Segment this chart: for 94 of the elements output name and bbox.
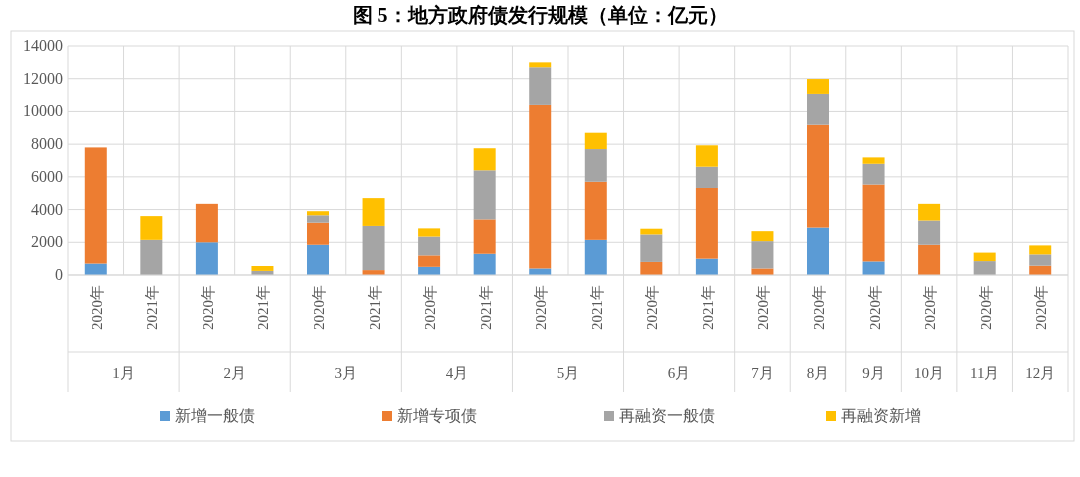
bar xyxy=(640,234,663,262)
bar xyxy=(473,253,496,275)
bar xyxy=(1029,245,1052,255)
bar xyxy=(584,132,607,150)
x-tick-label: 2020年 xyxy=(311,285,327,330)
text: 3月 xyxy=(334,365,358,381)
bar xyxy=(473,170,496,220)
bar xyxy=(918,203,941,221)
bar xyxy=(807,93,829,125)
bar xyxy=(529,62,552,68)
x-tick-label: 2021年 xyxy=(144,285,161,330)
bar xyxy=(584,181,607,240)
y-tick-label: 0 xyxy=(55,266,63,283)
bar xyxy=(307,222,329,245)
bar xyxy=(140,239,163,275)
chart-title: 图 5：地方政府债发行规模（单位：亿元） xyxy=(352,4,728,26)
x-tick-label: 2020年 xyxy=(811,285,827,330)
y-tick-label: 8000 xyxy=(31,135,63,153)
bar xyxy=(195,242,218,275)
bar xyxy=(973,252,996,262)
y-tick-label: 4000 xyxy=(31,200,63,218)
x-tick-label: 2020年 xyxy=(1033,285,1050,330)
x-tick-label: 2020年 xyxy=(422,285,439,330)
bar xyxy=(362,198,385,226)
bar xyxy=(807,227,829,275)
x-tick-label: 2020年 xyxy=(977,285,994,330)
legend-label: 新增专项债 xyxy=(397,407,477,424)
x-tick-label: 2020年 xyxy=(88,285,105,330)
bar xyxy=(862,163,885,185)
bar xyxy=(751,231,774,242)
bar xyxy=(918,244,941,275)
text: 7月 xyxy=(751,365,774,381)
text: 9月 xyxy=(862,365,885,381)
bar xyxy=(195,203,218,243)
bar xyxy=(807,124,829,228)
x-tick-label: 2020年 xyxy=(922,285,939,330)
bar xyxy=(473,219,496,254)
x-tick-label: 2020年 xyxy=(644,285,661,330)
bar xyxy=(807,79,829,94)
bar xyxy=(307,244,329,275)
y-tick-label: 12000 xyxy=(23,69,63,87)
bar xyxy=(751,241,774,269)
x-tick-label: 2021年 xyxy=(255,285,272,330)
bar xyxy=(695,187,718,259)
bar xyxy=(584,239,607,275)
y-tick-label: 2000 xyxy=(31,233,63,251)
text: 11月 xyxy=(969,365,1000,381)
bar xyxy=(418,228,441,237)
y-tick-label: 14000 xyxy=(23,37,63,54)
text: 1月 xyxy=(112,365,135,381)
x-tick-label: 2020年 xyxy=(533,285,550,330)
x-tick-label: 2020年 xyxy=(199,285,216,330)
text: 10月 xyxy=(914,365,945,381)
bar xyxy=(695,166,718,188)
bar xyxy=(84,147,107,264)
y-tick-label: 6000 xyxy=(31,167,63,185)
x-tick-label: 2021年 xyxy=(588,285,605,330)
x-tick-label: 2020年 xyxy=(755,285,772,330)
bar xyxy=(751,268,774,275)
text: 6月 xyxy=(667,365,691,381)
text: 2月 xyxy=(223,365,246,381)
legend-label: 新增一般债 xyxy=(175,407,255,424)
bar xyxy=(362,225,385,271)
bar xyxy=(418,236,441,256)
y-tick-label: 10000 xyxy=(23,102,63,120)
text: 8月 xyxy=(806,365,830,381)
bar xyxy=(862,184,885,262)
bar xyxy=(918,220,941,245)
bar xyxy=(418,255,441,267)
bar xyxy=(695,145,718,167)
x-tick-label: 2021年 xyxy=(477,285,494,330)
bar xyxy=(529,104,552,269)
bar xyxy=(862,261,885,275)
bar xyxy=(584,149,607,182)
bar xyxy=(640,261,663,275)
bar xyxy=(473,148,496,171)
bar xyxy=(695,258,718,275)
x-tick-label: 2020年 xyxy=(866,285,883,330)
bar xyxy=(973,261,996,275)
bar xyxy=(1029,254,1052,266)
x-tick-label: 2021年 xyxy=(699,285,716,330)
bar xyxy=(529,67,552,105)
x-tick-label: 2021年 xyxy=(366,285,383,330)
text: 4月 xyxy=(445,365,469,381)
bar xyxy=(140,216,163,240)
bar xyxy=(307,215,329,223)
bar xyxy=(862,157,885,164)
bar xyxy=(251,266,274,271)
bar xyxy=(307,211,329,216)
text: 12月 xyxy=(1025,365,1056,381)
legend-label: 再融资新增 xyxy=(841,407,921,424)
legend-label: 再融资一般债 xyxy=(619,407,715,424)
bar xyxy=(529,268,552,275)
text: 5月 xyxy=(556,365,580,381)
